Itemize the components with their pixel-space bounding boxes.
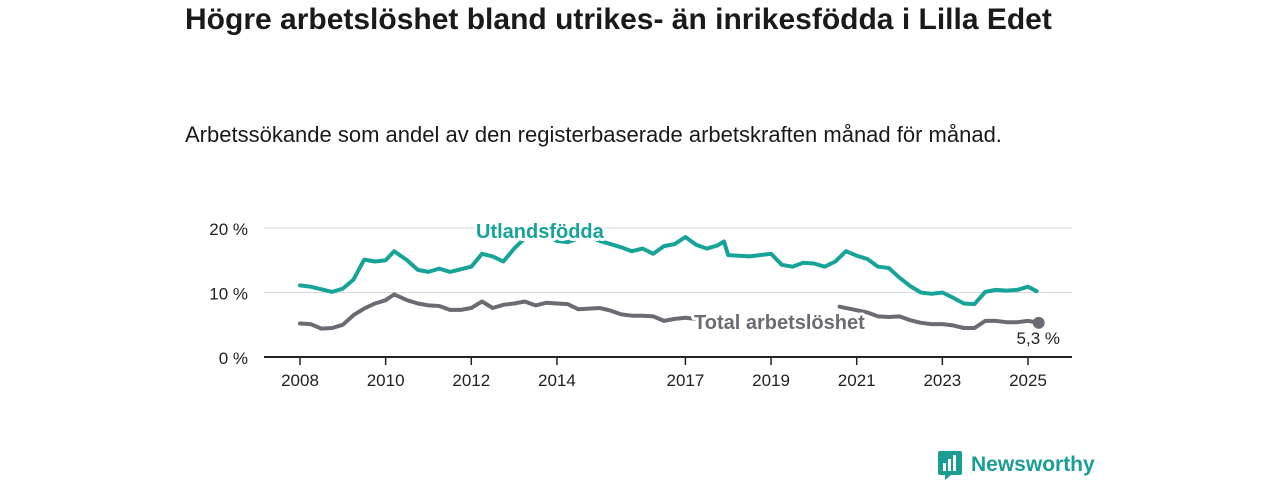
x-tick-label: 2012 [452,371,490,390]
x-tick-label: 2017 [666,371,704,390]
x-tick-label: 2019 [752,371,790,390]
chart-subtitle: Arbetssökande som andel av den registerb… [185,122,1002,147]
series-line-total [298,292,699,331]
x-tick-label: 2025 [1009,371,1047,390]
axes: 0 % 10 % 20 % 2008 2010 2012 2014 2017 2019 2021 2… [209,220,1072,390]
x-tick-label: 2008 [281,371,319,390]
x-tick-label: 2010 [367,371,405,390]
series-lines [298,228,1045,331]
newsworthy-logo: Newsworthy [937,449,1095,481]
chart-title: Högre arbetslöshet bland utrikes- än inr… [185,3,1052,36]
newsworthy-bar-chart-icon [938,451,962,480]
brand-name: Newsworthy [971,453,1095,476]
end-point-marker [1032,316,1045,329]
label-end-value: 5,3 % [1017,329,1060,348]
line-chart: 0 % 10 % 20 % 2008 2010 2012 2014 2017 2019 2021 2… [209,218,1072,390]
x-tick-label: 2021 [838,371,876,390]
series-line-utlandsfodda [298,228,1039,307]
x-tick-label: 2023 [923,371,961,390]
y-tick-label: 10 % [209,285,248,304]
x-tick-label: 2014 [538,371,576,390]
label-total-arbetsloshet: Total arbetslöshet [694,312,865,334]
y-tick-label: 0 % [219,349,248,368]
y-tick-label: 20 % [209,220,248,239]
series-labels: Utlandsfödda Total arbetslöshet 5,3 % [473,218,1063,351]
series-line-total-tail [837,304,1041,330]
label-utlandsfodda: Utlandsfödda [476,221,605,243]
